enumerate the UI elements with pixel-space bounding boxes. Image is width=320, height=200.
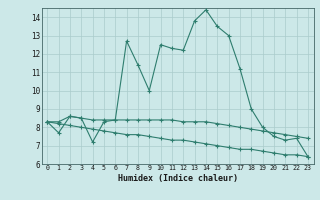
X-axis label: Humidex (Indice chaleur): Humidex (Indice chaleur): [118, 174, 237, 183]
